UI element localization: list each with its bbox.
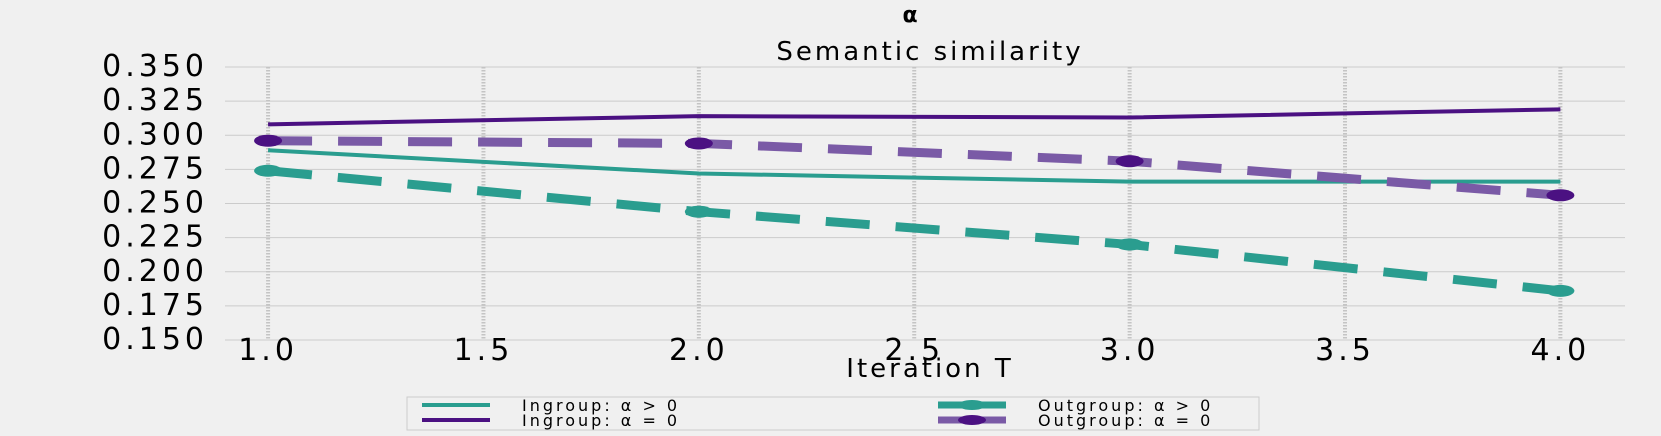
y-tick-label: 0.325 — [102, 83, 208, 118]
x-tick-label: 3.5 — [1315, 333, 1375, 368]
y-tick-label: 0.225 — [102, 220, 208, 255]
series-point-4 — [1546, 189, 1575, 202]
y-tick-label: 0.175 — [102, 288, 208, 323]
legend-marker-2 — [958, 400, 986, 410]
x-tick-label: 2.5 — [884, 333, 944, 368]
grid-layer — [225, 66, 1625, 341]
legend-label-2: Outgroup: α > 0 — [1038, 396, 1213, 415]
legend-box — [406, 396, 1260, 431]
y-tick-label: 0.300 — [102, 117, 208, 152]
legend-label-4: Outgroup: α = 0 — [1038, 411, 1213, 430]
y-tick-labels: 0.1500.1750.2000.2250.2500.2750.3000.325… — [102, 49, 208, 357]
series-line-2 — [267, 166, 1561, 296]
legend-label-1: Ingroup: α > 0 — [522, 396, 680, 415]
series-layer — [254, 107, 1575, 297]
series-point-4 — [684, 137, 713, 150]
series-line-4 — [268, 136, 1561, 200]
chart-title: Semantic similarity — [776, 37, 1083, 67]
y-tick-label: 0.250 — [102, 186, 208, 221]
series-point-2 — [1115, 238, 1144, 251]
y-tick-label: 0.200 — [102, 254, 208, 289]
y-tick-label: 0.275 — [102, 151, 208, 186]
y-tick-label: 0.150 — [102, 322, 208, 357]
y-tick-label: 0.350 — [102, 49, 208, 84]
x-tick-label: 1.0 — [238, 333, 298, 368]
series-line-3 — [268, 107, 1561, 127]
x-tick-label: 2.0 — [669, 333, 729, 368]
legend-label-3: Ingroup: α = 0 — [522, 411, 680, 430]
x-tick-label: 1.5 — [454, 333, 514, 368]
x-tick-label: 4.0 — [1531, 333, 1591, 368]
legend-marker-4 — [958, 415, 986, 425]
legend: Ingroup: α > 0 Outgroup: α > 0 Ingroup: α … — [406, 396, 1260, 431]
series-point-2 — [1546, 284, 1575, 297]
series-point-2 — [684, 205, 713, 218]
chart-suptitle: α — [902, 3, 917, 28]
series-point-4 — [254, 134, 283, 147]
x-tick-label: 3.0 — [1100, 333, 1160, 368]
x-axis-label: Iteration T — [846, 354, 1013, 384]
series-point-2 — [254, 164, 283, 177]
series-point-4 — [1115, 155, 1144, 168]
x-tick-labels: 1.0 1.5 2.0 2.5 3.0 3.5 4.0 — [238, 333, 1591, 368]
